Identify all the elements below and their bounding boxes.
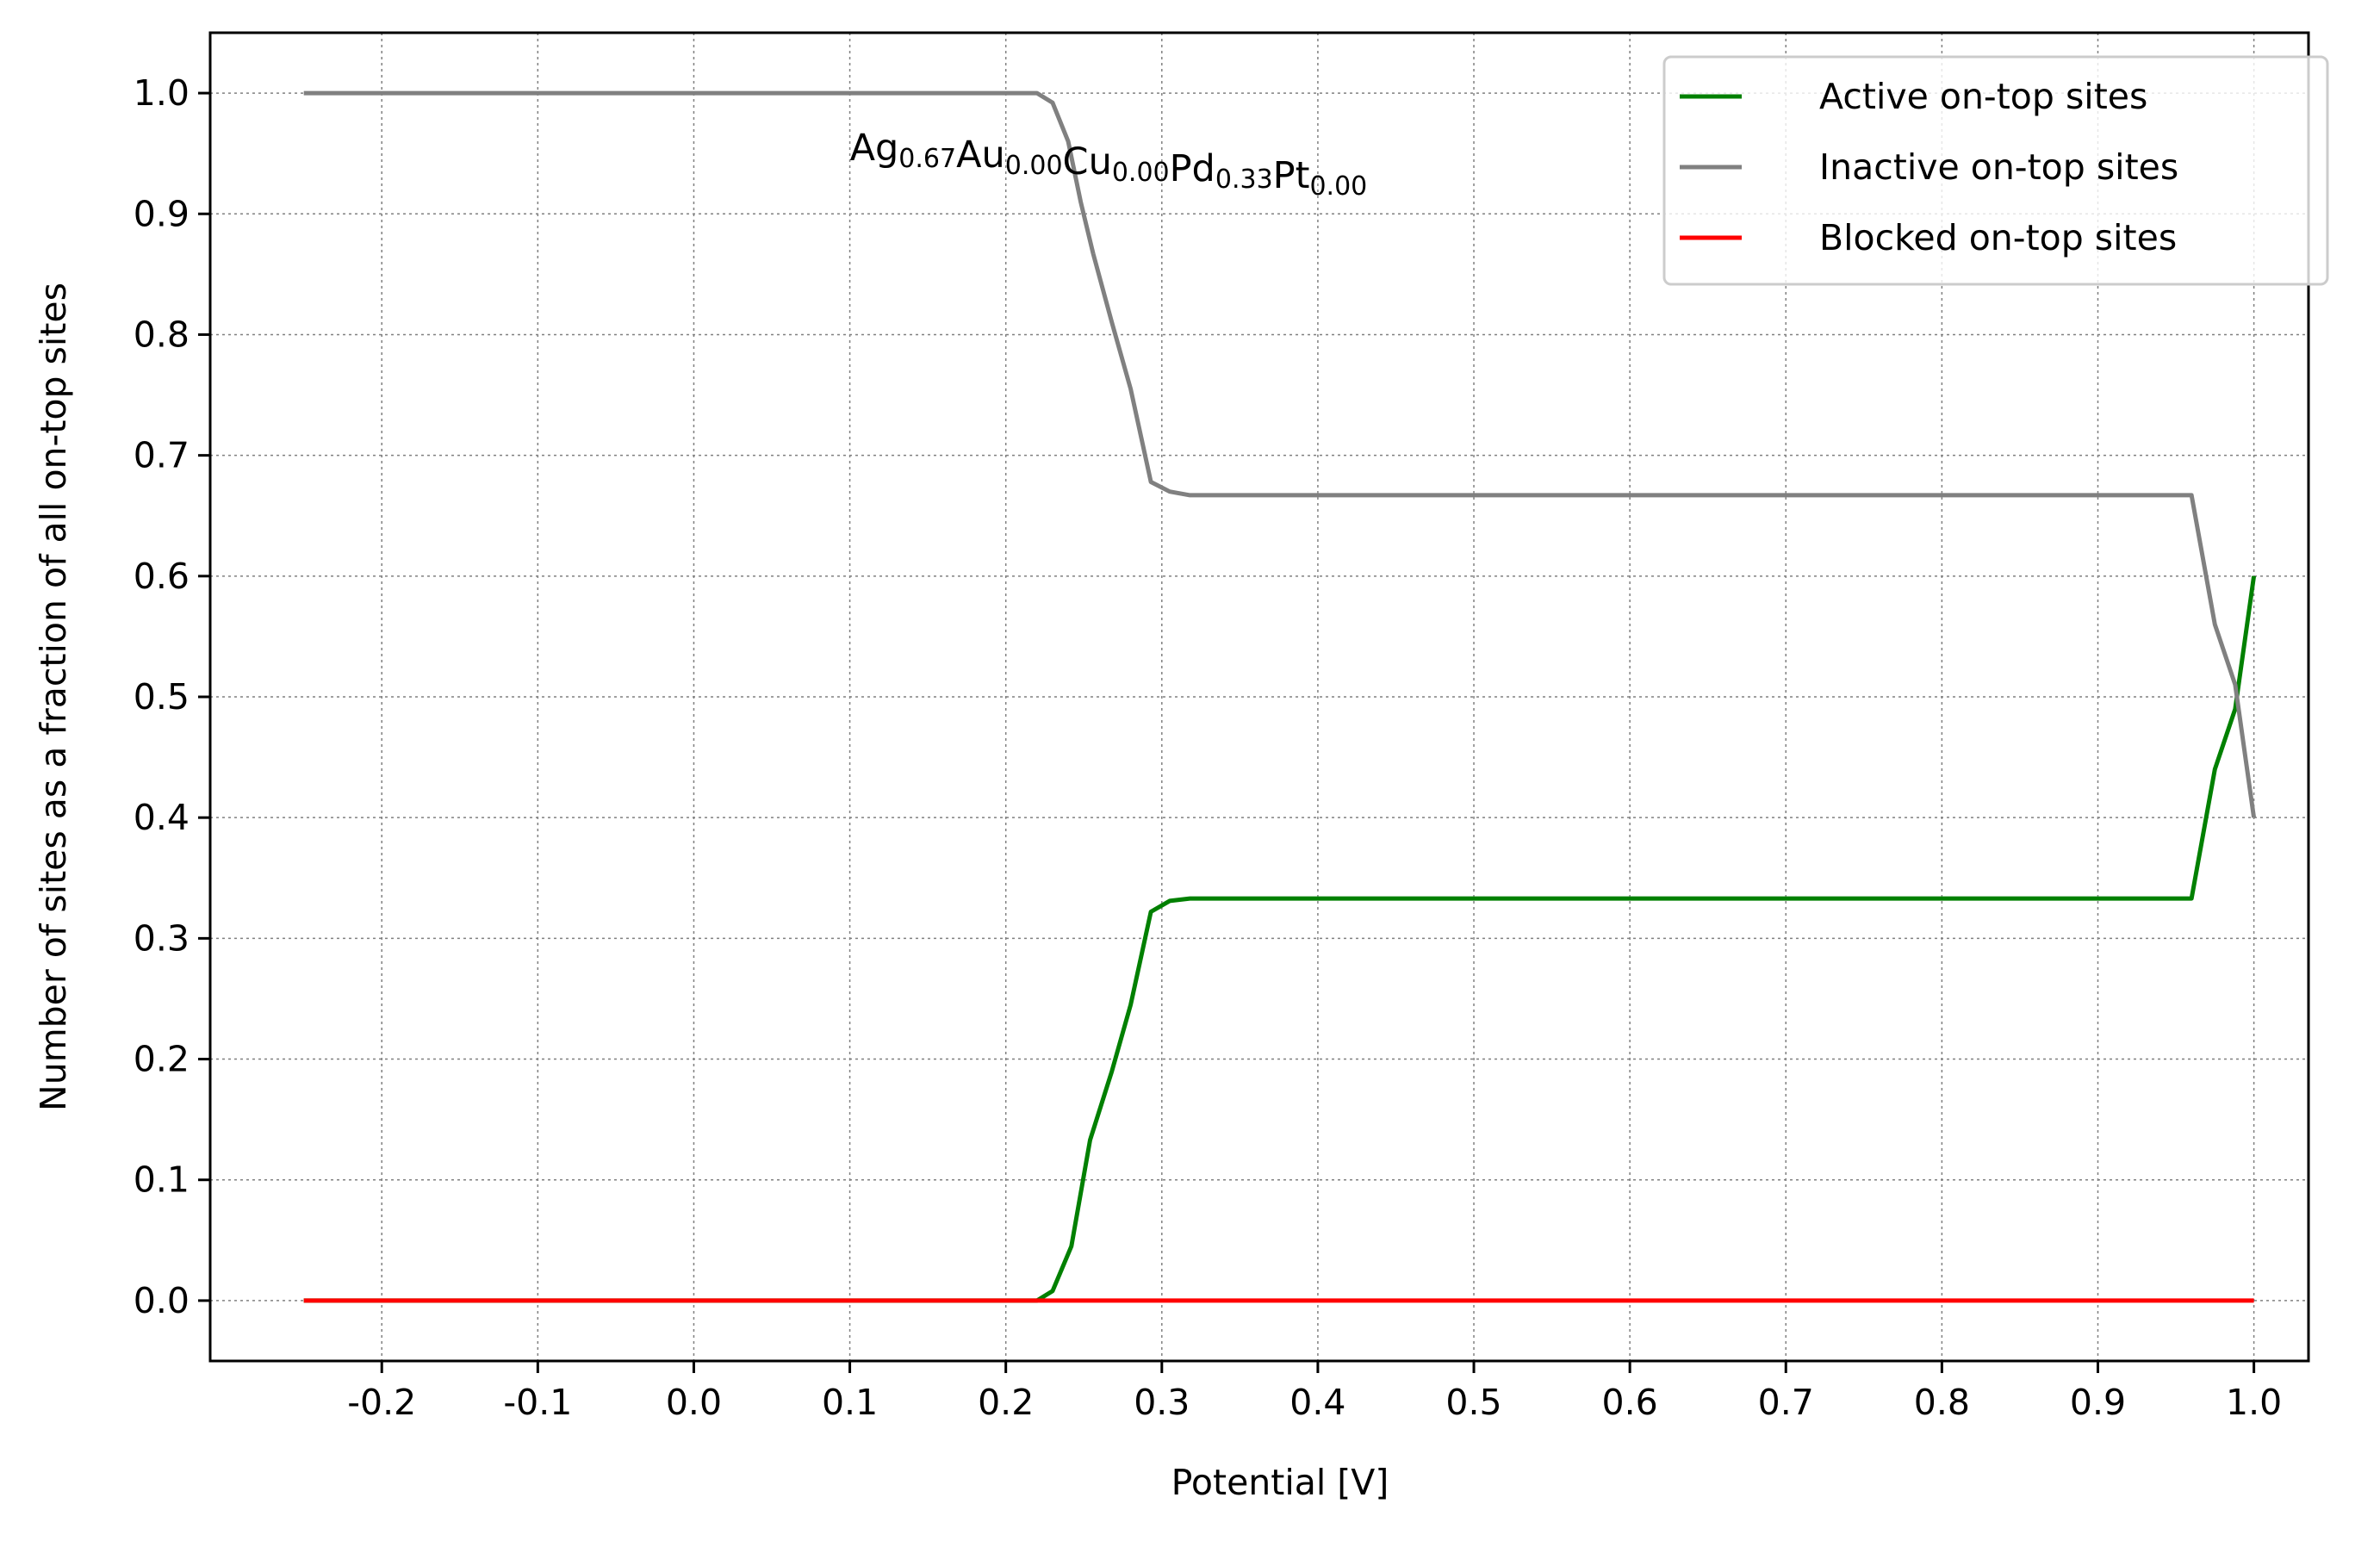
annotation-element: Ag (850, 127, 899, 170)
x-tick-label: 0.7 (1758, 1382, 1814, 1423)
y-tick-label: 0.8 (134, 314, 190, 355)
y-tick-label: 0.5 (134, 676, 190, 718)
y-axis-title: Number of sites as a fraction of all on-… (33, 283, 74, 1111)
annotation-subscript: 0.67 (898, 144, 956, 174)
y-tick-label: 0.1 (134, 1159, 190, 1201)
x-axis-title: Potential [V] (1171, 1462, 1389, 1503)
x-tick-label: 1.0 (2226, 1382, 2282, 1423)
x-tick-label: 0.8 (1914, 1382, 1970, 1423)
y-tick-label: 0.3 (134, 917, 190, 959)
x-tick-label: 0.5 (1445, 1382, 1501, 1423)
x-axis-ticks: -0.2 -0.1 0.0 0.1 0.2 0.3 0.4 0.5 0.6 0.7 0.8 0.9 1.… (347, 1361, 2282, 1423)
legend-label: Active on-top sites (1819, 76, 2147, 117)
legend-box (1662, 55, 2329, 286)
legend: Active on-top sites Inactive on-top sites… (1662, 55, 2329, 286)
x-tick-label: 0.4 (1289, 1382, 1345, 1423)
y-tick-label: 0.0 (134, 1280, 190, 1321)
x-tick-label: 0.2 (978, 1382, 1034, 1423)
x-tick-label: -0.1 (503, 1382, 572, 1423)
series-line-2 (303, 90, 2257, 818)
annotation-element: Pt (1273, 154, 1310, 197)
annotation-subscript: 0.00 (1005, 151, 1063, 181)
y-tick-label: 0.9 (134, 193, 190, 234)
annotation-element: Pd (1170, 147, 1215, 190)
x-tick-label: 0.3 (1134, 1382, 1190, 1423)
composition-annotation: Ag0.67Au0.00Cu0.00Pd0.33Pt0.00 (850, 127, 1368, 202)
x-tick-label: 0.6 (1602, 1382, 1658, 1423)
y-tick-label: 0.7 (134, 435, 190, 476)
legend-label: Blocked on-top sites (1819, 217, 2177, 258)
legend-label: Inactive on-top sites (1819, 146, 2178, 188)
x-tick-label: 0.0 (666, 1382, 722, 1423)
annotation-element: Au (956, 134, 1005, 177)
series-line-1 (303, 575, 2257, 1303)
y-tick-label: 0.2 (134, 1039, 190, 1080)
y-tick-label: 0.4 (134, 797, 190, 838)
annotation-subscript: 0.00 (1309, 171, 1367, 202)
annotation-subscript: 0.33 (1215, 165, 1273, 195)
series-lines (303, 90, 2257, 1303)
x-tick-label: -0.2 (347, 1382, 416, 1423)
x-tick-label: 0.9 (2070, 1382, 2126, 1423)
annotation-element: Cu (1063, 140, 1112, 183)
y-tick-label: 1.0 (134, 72, 190, 114)
x-tick-label: 0.1 (822, 1382, 878, 1423)
y-tick-label: 0.6 (134, 556, 190, 597)
y-axis-ticks: 0.0 0.1 0.2 0.3 0.4 0.5 0.6 0.7 0.8 0.9 1.0 (134, 72, 210, 1321)
annotation-subscript: 0.00 (1112, 158, 1170, 188)
